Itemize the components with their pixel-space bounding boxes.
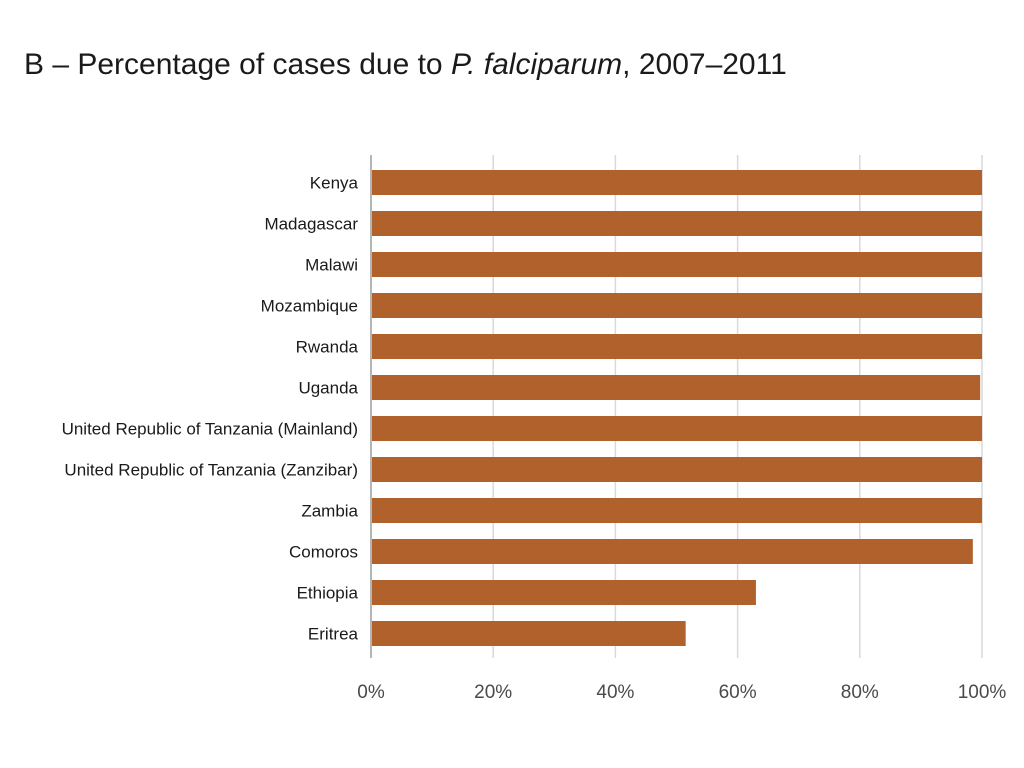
category-label-9: Comoros <box>289 543 358 562</box>
x-tick-label-0: 0% <box>357 682 385 703</box>
category-label-10: Ethiopia <box>297 584 359 603</box>
bar-11 <box>371 621 686 646</box>
category-label-3: Mozambique <box>261 297 358 316</box>
bar-1 <box>371 211 982 236</box>
category-label-5: Uganda <box>298 379 358 398</box>
grid-lines <box>492 155 983 658</box>
bar-9 <box>371 539 973 564</box>
bar-4 <box>371 334 982 359</box>
chart-title-prefix: B – Percentage of cases due to <box>24 48 451 81</box>
category-label-6: United Republic of Tanzania (Mainland) <box>62 420 358 439</box>
category-label-8: Zambia <box>301 502 358 521</box>
x-tick-label-20: 20% <box>474 682 512 703</box>
category-label-0: Kenya <box>310 174 359 193</box>
category-label-1: Madagascar <box>264 215 358 234</box>
bar-7 <box>371 457 982 482</box>
x-tick-label-80: 80% <box>841 682 879 703</box>
bar-0 <box>371 170 982 195</box>
category-label-2: Malawi <box>305 256 358 275</box>
category-label-11: Eritrea <box>308 625 359 644</box>
x-tick-labels: 0% 20% 40% 60% 80% 100% <box>357 682 1006 703</box>
x-tick-label-60: 60% <box>719 682 757 703</box>
chart-title-italic: P. falciparum <box>450 48 623 81</box>
chart-title: B – Percentage of cases due to P. falcip… <box>24 48 787 82</box>
chart-title-suffix: , 2007–2011 <box>622 48 787 81</box>
bar-6 <box>371 416 982 441</box>
bar-8 <box>371 498 982 523</box>
category-label-4: Rwanda <box>296 338 359 357</box>
bar-2 <box>371 252 982 277</box>
x-tick-label-40: 40% <box>596 682 634 703</box>
bars <box>371 170 982 646</box>
x-tick-label-100: 100% <box>958 682 1007 703</box>
category-label-7: United Republic of Tanzania (Zanzibar) <box>64 461 358 480</box>
bar-5 <box>371 375 981 400</box>
category-labels: Kenya Madagascar Malawi Mozambique Rwanda Uga… <box>62 174 359 644</box>
bar-10 <box>371 580 756 605</box>
bar-3 <box>371 293 982 318</box>
